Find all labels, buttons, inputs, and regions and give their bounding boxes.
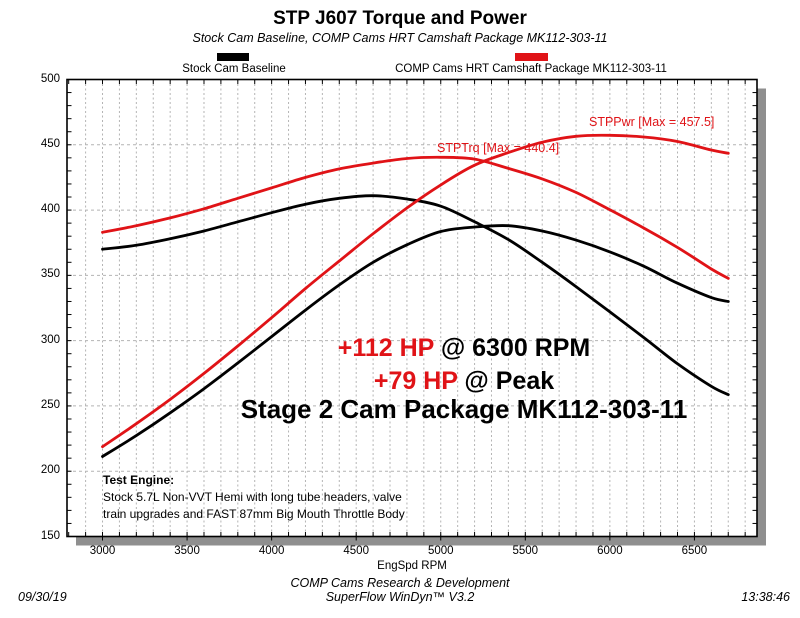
page-title: STP J607 Torque and Power: [273, 8, 527, 29]
plot-background: [67, 79, 757, 537]
plot-border: [66, 78, 758, 538]
series-comp-cams-hrt-torque-stptrq-: [101, 155, 730, 280]
y-axis-tick-label: 450: [40, 137, 60, 150]
legend-swatch-stock: [217, 53, 249, 61]
legend-label-stock: Stock Cam Baseline: [182, 63, 286, 75]
hp-gain-rpm-annotation: +112 HP @ 6300 RPM: [164, 334, 764, 363]
x-axis-title: EngSpd RPM: [377, 560, 447, 572]
y-axis-tick-label: 500: [40, 72, 60, 85]
series-comp-cams-hrt-power-stppwr-: [101, 133, 730, 449]
y-axis-tick-label: 150: [40, 529, 60, 542]
y-axis-tick-label: 250: [40, 398, 60, 411]
y-axis-tick-label: 200: [40, 464, 60, 477]
footer-date: 09/30/19: [18, 590, 67, 604]
series-stock-cam-baseline-power: [101, 224, 730, 458]
series-stock-cam-baseline-torque: [101, 194, 730, 396]
y-axis-tick-label: 350: [40, 268, 60, 281]
test-engine-heading: Test Engine:: [103, 473, 175, 487]
x-axis-tick-label: 3500: [174, 545, 200, 557]
page-subtitle: Stock Cam Baseline, COMP Cams HRT Camsha…: [192, 31, 608, 45]
legend-label-comp: COMP Cams HRT Camshaft Package MK112-303…: [395, 63, 667, 75]
hp-gain-peak-annotation: +79 HP @ Peak: [164, 367, 764, 396]
torque-max-annotation: STPTrq [Max = 440.4]: [437, 141, 560, 155]
stage-package-annotation: Stage 2 Cam Package MK112-303-11: [240, 394, 688, 424]
x-axis-tick-label: 6500: [681, 545, 708, 557]
legend-swatch-comp: [515, 53, 548, 61]
hp-gain-rpm: @ 6300 RPM: [433, 334, 591, 362]
footer-time: 13:38:46: [741, 590, 790, 604]
x-axis-tick-label: 4500: [343, 545, 369, 557]
test-engine-note: Test Engine: Stock 5.7L Non-VVT Hemi wit…: [103, 472, 405, 523]
x-axis-tick-label: 4000: [258, 545, 285, 557]
x-axis-tick-label: 6000: [597, 545, 623, 557]
hp-gain-value: +112 HP: [337, 334, 434, 362]
test-engine-line1: Stock 5.7L Non-VVT Hemi with long tube h…: [103, 490, 402, 504]
y-axis-tick-label: 400: [40, 203, 60, 216]
footer-software: SuperFlow WinDyn™ V3.2: [325, 590, 475, 604]
footer-organization: COMP Cams Research & Development: [290, 576, 510, 590]
power-max-annotation: STPPwr [Max = 457.5]: [589, 115, 715, 129]
x-axis-tick-label: 3000: [89, 545, 116, 557]
x-axis-tick-label: 5000: [427, 545, 454, 557]
x-axis-tick-label: 5500: [512, 545, 539, 557]
hp-peak-value: +79 HP: [373, 367, 458, 395]
test-engine-line2: train upgrades and FAST 87mm Big Mouth T…: [103, 507, 405, 521]
y-axis-tick-label: 300: [40, 333, 60, 346]
hp-peak-label: @ Peak: [457, 367, 555, 395]
